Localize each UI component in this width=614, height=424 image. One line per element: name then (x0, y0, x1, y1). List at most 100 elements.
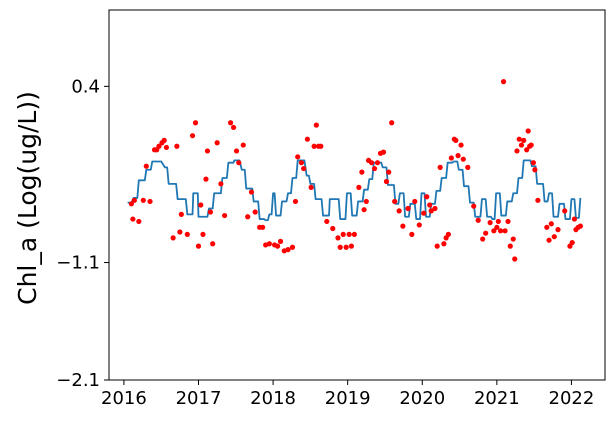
observation-point (424, 194, 430, 200)
observation-point (460, 156, 466, 162)
observation-point (230, 124, 237, 131)
observation-point (405, 205, 411, 212)
observation-point (277, 238, 284, 244)
observation-point (380, 149, 387, 155)
observation-point (544, 224, 550, 230)
observation-point (233, 148, 240, 154)
observation-point (389, 120, 395, 126)
series-layer (127, 79, 583, 262)
observation-point (177, 229, 183, 235)
observation-point (295, 154, 301, 160)
axes-layer: 2016 2017 2018 2019 2020 2021 2022 −2.1 −1.1 0.4 (56, 76, 594, 409)
observation-point (340, 231, 346, 237)
observation-point (184, 231, 190, 237)
observation-point (198, 202, 204, 208)
observation-point (308, 184, 314, 190)
plot-area (109, 10, 605, 380)
observation-point (324, 218, 330, 225)
observation-point (301, 165, 307, 172)
x-tick-label: 2017 (176, 388, 222, 409)
observation-point (448, 155, 454, 161)
observation-point (409, 231, 415, 237)
x-tick-label: 2018 (250, 388, 296, 409)
observation-point (136, 218, 142, 225)
y-tick-label: 0.4 (71, 76, 100, 97)
observation-point (500, 79, 507, 85)
observation-point (528, 142, 534, 148)
observation-point (178, 211, 184, 217)
observation-point (483, 230, 489, 236)
plot-frame (108, 9, 606, 381)
y-tick-label: −1.1 (56, 253, 100, 274)
observation-point (292, 198, 299, 205)
observation-point (532, 167, 538, 173)
observation-point (311, 143, 317, 149)
observation-point (416, 222, 422, 228)
observation-point (427, 202, 433, 208)
observation-point (161, 137, 167, 143)
observation-point (192, 120, 199, 126)
x-tick-label: 2020 (399, 388, 445, 409)
observation-point (512, 256, 518, 262)
observation-point (195, 243, 202, 249)
y-axis-label: Chl_a (Log(ug/L)) (13, 91, 42, 305)
observation-point (143, 163, 149, 169)
observation-point (514, 148, 520, 154)
x-tick-label: 2019 (325, 388, 371, 409)
observation-point (274, 243, 281, 249)
observation-point (252, 209, 258, 215)
observation-point (346, 231, 352, 237)
observation-point (518, 142, 525, 148)
observation-point (170, 235, 176, 241)
observation-point (551, 234, 557, 240)
observation-point (505, 218, 511, 225)
observation-point (313, 122, 319, 128)
observation-point (156, 143, 162, 149)
observation-point (497, 228, 504, 234)
observation-point (343, 244, 349, 250)
observation-point (562, 208, 568, 214)
observation-point (524, 147, 530, 153)
observation-point (445, 231, 451, 237)
observation-point (335, 235, 341, 241)
x-tick-label: 2022 (549, 388, 595, 409)
observation-point (207, 209, 214, 215)
observation-point (260, 224, 266, 230)
observation-point (318, 143, 324, 149)
observation-point (577, 223, 583, 229)
observation-point (569, 239, 575, 246)
observation-point (140, 197, 146, 203)
observation-point (189, 133, 196, 139)
observation-point (400, 223, 406, 229)
observation-point (203, 176, 209, 182)
observation-point (428, 208, 434, 214)
observation-point (337, 244, 343, 250)
observation-point (356, 184, 362, 190)
observation-point (530, 160, 537, 166)
x-tick-label: 2021 (474, 388, 520, 409)
observation-point (222, 212, 228, 219)
observation-point (266, 241, 272, 247)
y-tick-label: −2.1 (56, 370, 100, 391)
observation-point (236, 160, 242, 166)
observation-point (571, 216, 578, 222)
x-tick-label: 2016 (101, 388, 147, 409)
observation-point (475, 217, 481, 223)
observation-point (128, 201, 134, 207)
observation-point (304, 136, 310, 142)
observation-point (421, 210, 427, 216)
observation-point (392, 198, 398, 205)
observation-point (516, 136, 522, 142)
observation-point (227, 120, 234, 126)
observation-point (245, 214, 251, 220)
observation-point (455, 153, 461, 159)
observation-point (371, 165, 378, 172)
observation-point (546, 237, 552, 243)
observation-point (396, 208, 402, 214)
observation-point (204, 148, 211, 154)
observation-point (210, 241, 216, 247)
observation-point (298, 160, 305, 166)
observation-point (147, 198, 153, 205)
observation-point (453, 137, 459, 143)
